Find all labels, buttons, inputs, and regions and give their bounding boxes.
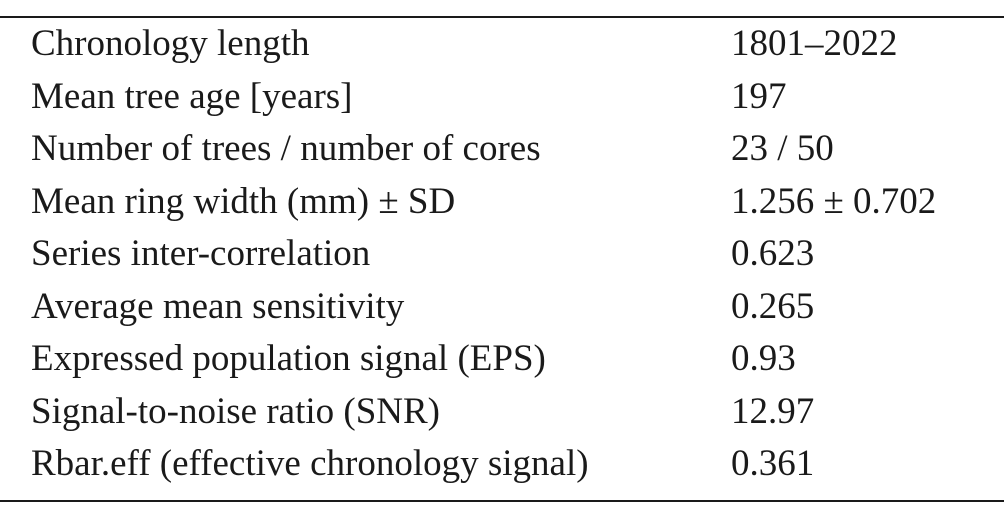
table-row: Signal-to-noise ratio (SNR) 12.97 bbox=[0, 386, 1004, 439]
row-label: Series inter-correlation bbox=[31, 233, 371, 274]
row-label: Rbar.eff (effective chronology signal) bbox=[31, 443, 589, 484]
table-row: Expressed population signal (EPS) 0.93 bbox=[0, 333, 1004, 386]
row-label: Chronology length bbox=[31, 23, 310, 64]
row-label: Expressed population signal (EPS) bbox=[31, 338, 546, 379]
top-rule bbox=[0, 16, 1004, 18]
row-label: Signal-to-noise ratio (SNR) bbox=[31, 390, 441, 432]
table-row: Mean tree age [years] 197 bbox=[0, 71, 1004, 124]
row-label: Average mean sensitivity bbox=[31, 285, 405, 327]
row-value: 0.93 bbox=[731, 338, 796, 379]
row-label: Mean ring width (mm) ± SD bbox=[31, 180, 456, 222]
row-value: 0.623 bbox=[731, 233, 815, 274]
row-value: 197 bbox=[731, 75, 787, 117]
table-row: Number of trees / number of cores 23 / 5… bbox=[0, 123, 1004, 176]
row-label: Mean tree age [years] bbox=[31, 75, 353, 117]
row-value: 0.265 bbox=[731, 285, 815, 327]
row-value: 1.256 ± 0.702 bbox=[731, 180, 937, 222]
table-row: Rbar.eff (effective chronology signal) 0… bbox=[0, 438, 1004, 491]
table-row: Chronology length 1801–2022 bbox=[0, 18, 1004, 71]
row-value: 12.97 bbox=[731, 390, 815, 432]
table-row: Mean ring width (mm) ± SD 1.256 ± 0.702 bbox=[0, 176, 1004, 229]
row-value: 23 / 50 bbox=[731, 128, 834, 169]
table-row: Average mean sensitivity 0.265 bbox=[0, 281, 1004, 334]
table-row: Series inter-correlation 0.623 bbox=[0, 228, 1004, 281]
row-value: 0.361 bbox=[731, 443, 815, 484]
row-value: 1801–2022 bbox=[731, 23, 898, 64]
statistics-table: Chronology length 1801–2022 Mean tree ag… bbox=[0, 18, 1004, 491]
bottom-rule bbox=[0, 500, 1004, 502]
row-label: Number of trees / number of cores bbox=[31, 128, 541, 169]
